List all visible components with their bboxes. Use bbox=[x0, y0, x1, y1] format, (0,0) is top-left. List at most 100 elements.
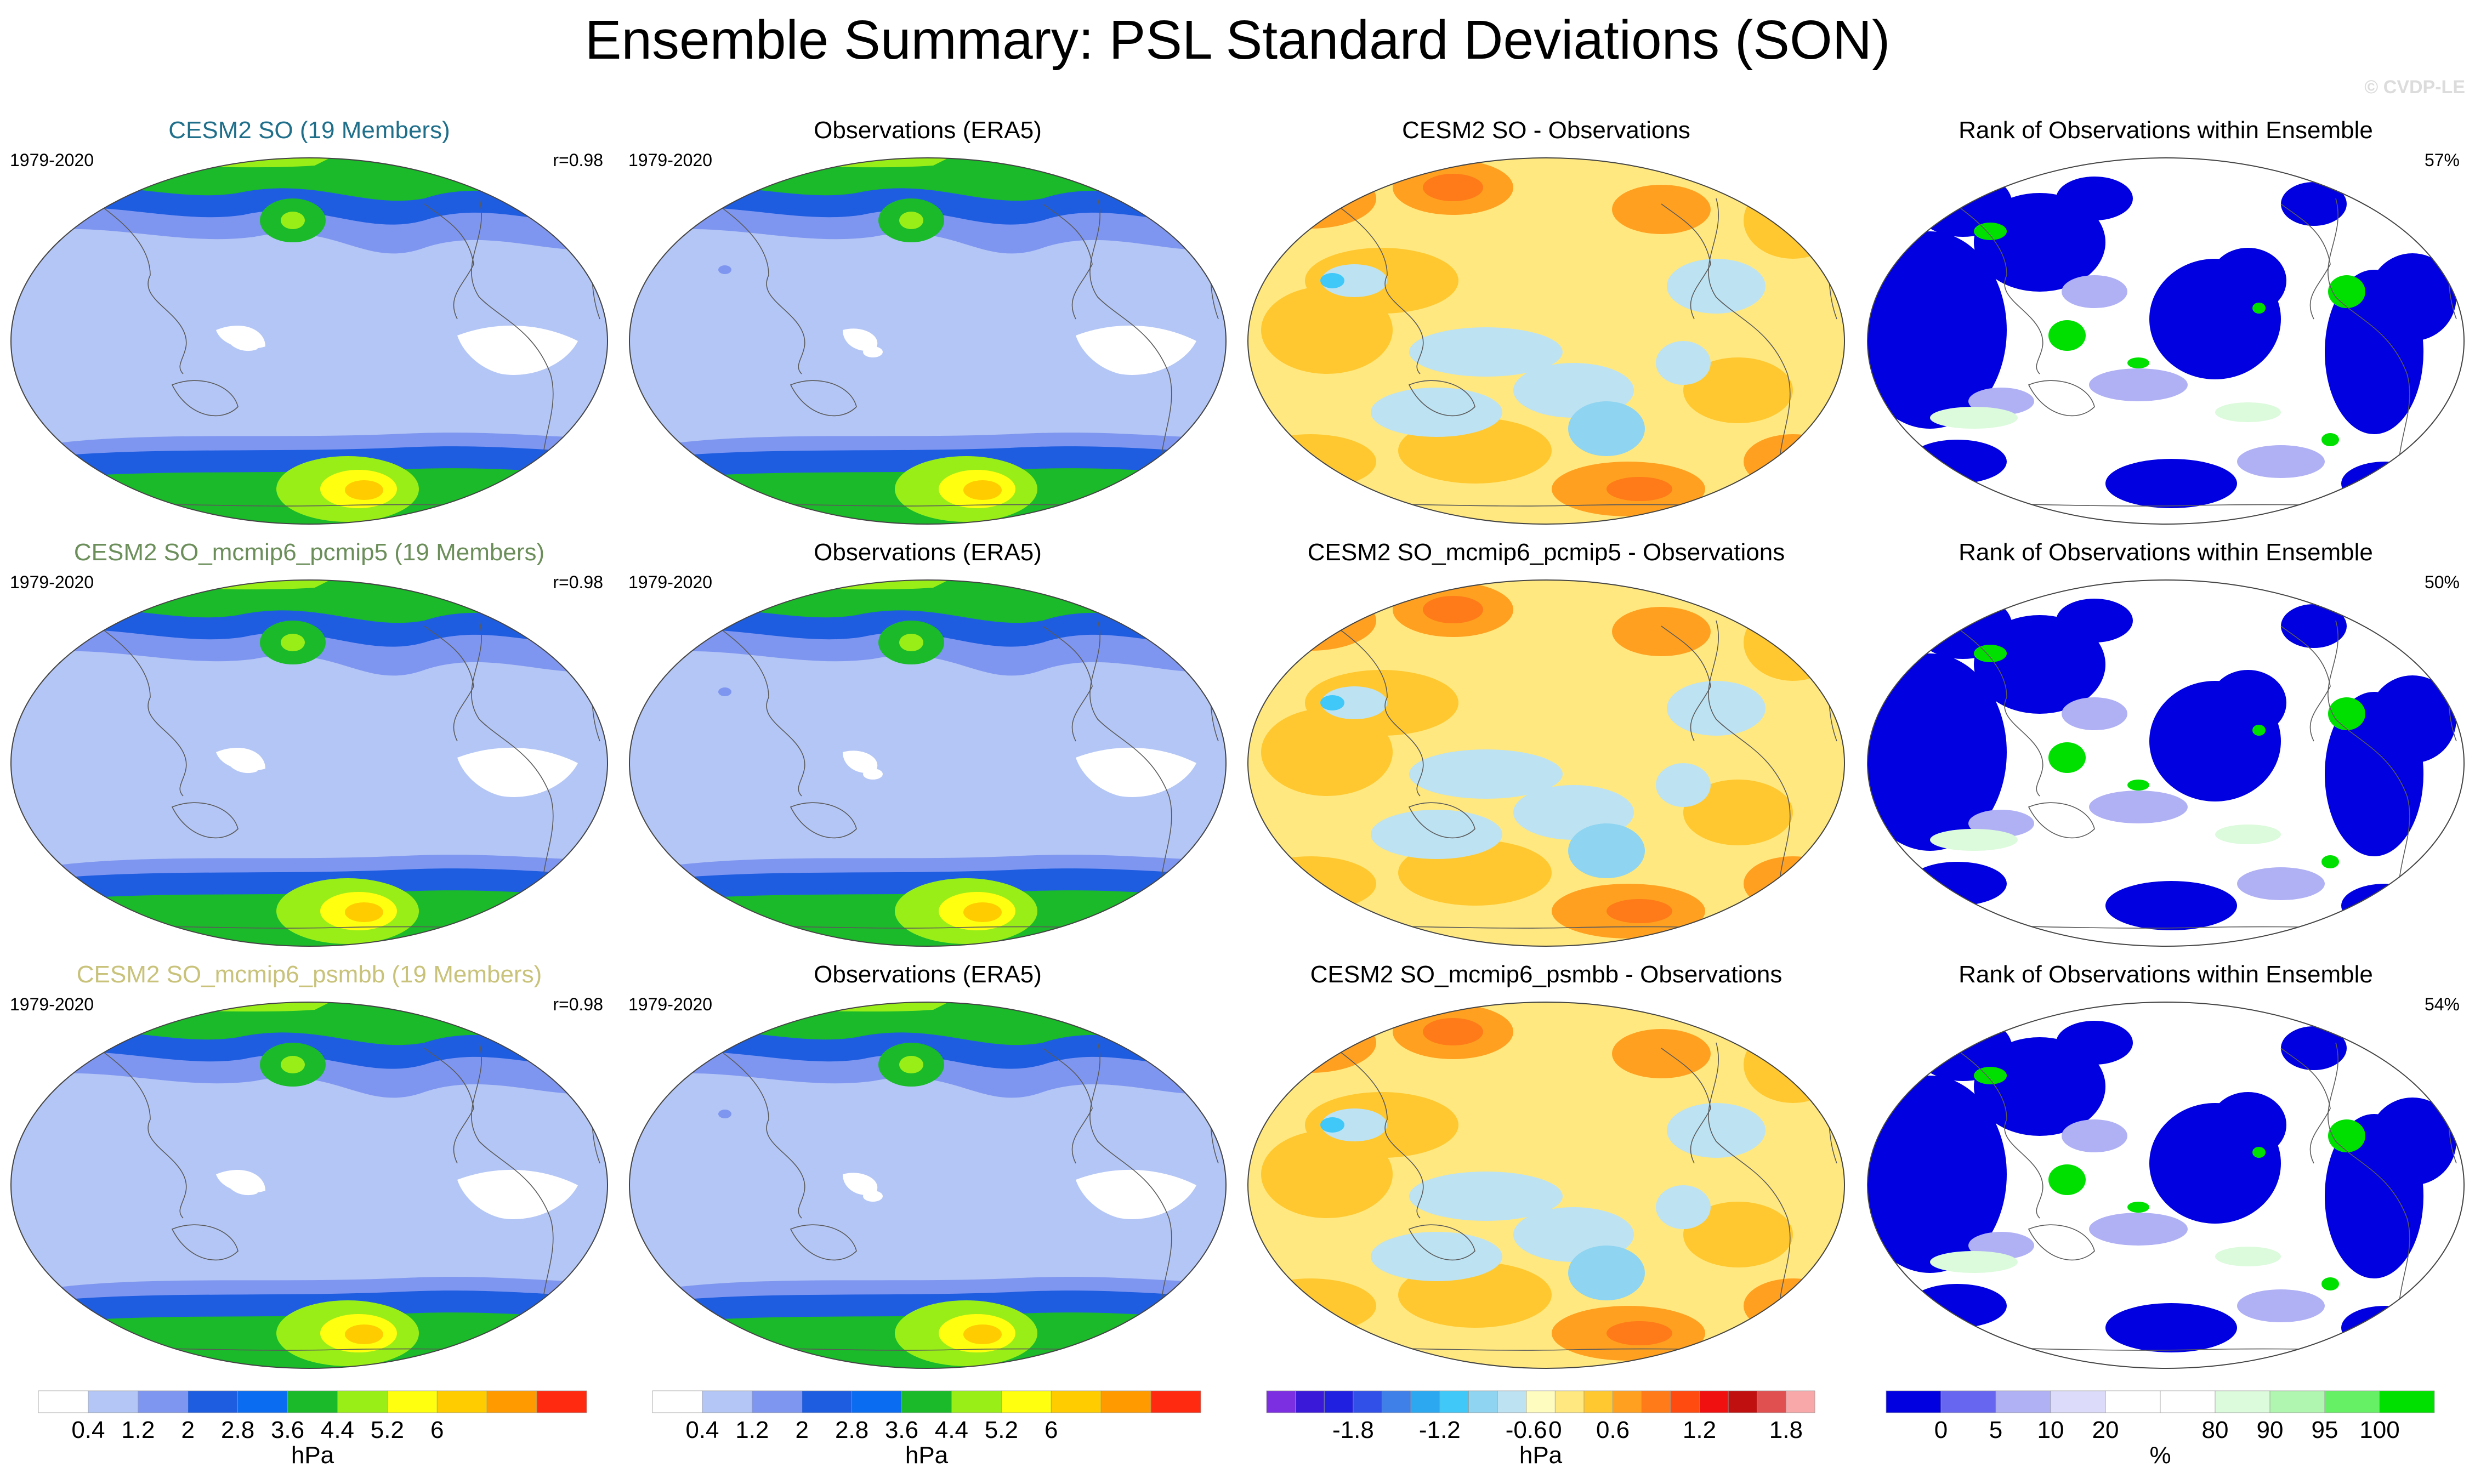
colorbar-tick-label: 20 bbox=[2092, 1417, 2119, 1443]
colorbar-swatch bbox=[1100, 1390, 1151, 1413]
colorbar-swatch bbox=[1051, 1390, 1102, 1413]
colorbar-tick-label: 1.2 bbox=[121, 1417, 155, 1443]
colorbar-unit-label: hPa bbox=[291, 1442, 334, 1466]
colorbar-swatch bbox=[1995, 1390, 2051, 1413]
colorbar-swatch bbox=[1324, 1390, 1354, 1413]
panel-title: Observations (ERA5) bbox=[814, 961, 1042, 988]
map-svg bbox=[629, 579, 1227, 947]
colorbar-tick-label: 6 bbox=[430, 1417, 444, 1443]
panel-period: 1979-2020 bbox=[10, 994, 94, 1014]
colorbar-tick-label: 0.6 bbox=[1596, 1417, 1630, 1443]
colorbar-swatch bbox=[436, 1390, 487, 1413]
colorbar-stddev-obs: 0.4 1.2 2 2.8 3.6 4.4 5.2 6 hPa bbox=[647, 1384, 1206, 1469]
colorbar-tick-label: 100 bbox=[2359, 1417, 2399, 1443]
colorbar-tick-label: 3.6 bbox=[271, 1417, 304, 1443]
colorbar-swatch bbox=[1940, 1390, 1996, 1413]
map-plot bbox=[626, 155, 1229, 530]
colorbar-swatch bbox=[486, 1390, 537, 1413]
colorbar-tick-label: 1.2 bbox=[735, 1417, 769, 1443]
colorbar-swatch bbox=[38, 1390, 89, 1413]
map-plot bbox=[626, 577, 1229, 952]
colorbar-svg: 0.4 1.2 2 2.8 3.6 4.4 5.2 6 hPa bbox=[38, 1390, 587, 1469]
colorbar-tick-label: 4.4 bbox=[321, 1417, 354, 1443]
rank-percent: 57% bbox=[2424, 150, 2460, 170]
colorbar-tick-label: 80 bbox=[2202, 1417, 2229, 1443]
colorbar-swatch bbox=[2215, 1390, 2270, 1413]
panel-title: CESM2 SO_mcmip6_pcmip5 - Observations bbox=[1307, 539, 1785, 566]
map-svg bbox=[1247, 157, 1845, 525]
panel-title: Rank of Observations within Ensemble bbox=[1959, 961, 2373, 988]
watermark: © CVDP-LE bbox=[2364, 77, 2465, 98]
colorbar-svg: 0 5 10 20 80 90 95 100% bbox=[1886, 1390, 2435, 1469]
panel-period: 1979-2020 bbox=[628, 150, 713, 170]
colorbar-swatch bbox=[1757, 1390, 1786, 1413]
map-plot bbox=[1864, 577, 2467, 952]
colorbar-swatch bbox=[1699, 1390, 1729, 1413]
map-svg bbox=[10, 579, 608, 947]
colorbar-rank: 0 5 10 20 80 90 95 100% bbox=[1881, 1384, 2440, 1469]
panel-period: 1979-2020 bbox=[10, 150, 94, 170]
colorbar-swatch bbox=[752, 1390, 803, 1413]
rank-percent: 54% bbox=[2424, 994, 2460, 1014]
map-plot bbox=[1245, 577, 1848, 952]
colorbar-swatch bbox=[1886, 1390, 1942, 1413]
colorbar-tick-label: 1.2 bbox=[1683, 1417, 1716, 1443]
panel-title: Observations (ERA5) bbox=[814, 539, 1042, 566]
colorbar-stddev-left: 0.4 1.2 2 2.8 3.6 4.4 5.2 6 hPa bbox=[33, 1384, 592, 1469]
model-panel-row-3: CESM2 SO_mcmip6_psmbb (19 Members) 1979-2… bbox=[0, 959, 618, 1381]
panel-period: 1979-2020 bbox=[628, 572, 713, 592]
model-panel-row-2: CESM2 SO_mcmip6_pcmip5 (19 Members) 1979-… bbox=[0, 537, 618, 959]
colorbar-swatch bbox=[188, 1390, 239, 1413]
rank-panel-row-1: Rank of Observations within Ensemble 57% bbox=[1857, 115, 2475, 537]
difference-panel-row-2: CESM2 SO_mcmip6_pcmip5 - Observations bbox=[1237, 537, 1855, 959]
pattern-correlation: r=0.98 bbox=[553, 150, 603, 170]
colorbar-swatch bbox=[652, 1390, 703, 1413]
colorbar-tick-label: -0.6 bbox=[1506, 1417, 1547, 1443]
colorbar-swatch bbox=[1613, 1390, 1642, 1413]
colorbar-svg: 0.4 1.2 2 2.8 3.6 4.4 5.2 6 hPa bbox=[652, 1390, 1201, 1469]
colorbar-swatch bbox=[1583, 1390, 1613, 1413]
colorbar-swatch bbox=[1497, 1390, 1527, 1413]
colorbar-swatch bbox=[1670, 1390, 1700, 1413]
observations-panel-row-1: Observations (ERA5) 1979-2020 bbox=[618, 115, 1237, 537]
colorbar-swatch bbox=[1641, 1390, 1671, 1413]
map-svg bbox=[10, 157, 608, 525]
map-plot bbox=[1864, 999, 2467, 1374]
colorbar-unit-label: hPa bbox=[905, 1442, 949, 1466]
colorbar-swatch bbox=[2160, 1390, 2216, 1413]
colorbar-tick-label: 3.6 bbox=[885, 1417, 918, 1443]
map-svg bbox=[10, 1002, 608, 1369]
colorbar-tick-label: 5.2 bbox=[371, 1417, 404, 1443]
colorbar-tick-label: 2.8 bbox=[221, 1417, 254, 1443]
map-svg bbox=[1247, 1002, 1845, 1369]
panel-title: Rank of Observations within Ensemble bbox=[1959, 539, 2373, 566]
colorbar-tick-label: 0.4 bbox=[685, 1417, 719, 1443]
colorbar-swatch bbox=[951, 1390, 1002, 1413]
colorbar-swatch bbox=[1439, 1390, 1469, 1413]
colorbar-swatch bbox=[2105, 1390, 2161, 1413]
colorbar-swatch bbox=[1526, 1390, 1556, 1413]
colorbar-swatch bbox=[1295, 1390, 1325, 1413]
colorbar-swatch bbox=[88, 1390, 139, 1413]
colorbar-swatch bbox=[387, 1390, 438, 1413]
colorbar-swatch bbox=[852, 1390, 902, 1413]
colorbar-tick-label: 1.8 bbox=[1769, 1417, 1803, 1443]
colorbar-swatch bbox=[536, 1390, 587, 1413]
panel-title: CESM2 SO_mcmip6_pcmip5 (19 Members) bbox=[73, 539, 545, 566]
colorbar-swatch bbox=[337, 1390, 388, 1413]
colorbar-swatch bbox=[1353, 1390, 1382, 1413]
colorbar-swatch bbox=[2379, 1390, 2435, 1413]
colorbar-swatch bbox=[1554, 1390, 1585, 1413]
panel-title: CESM2 SO_mcmip6_psmbb (19 Members) bbox=[76, 961, 542, 988]
colorbar-swatch bbox=[1150, 1390, 1201, 1413]
colorbar-swatch bbox=[1266, 1390, 1296, 1413]
colorbar-tick-label: 0 bbox=[1548, 1417, 1562, 1443]
panel-period: 1979-2020 bbox=[628, 994, 713, 1014]
colorbar-tick-label: 2 bbox=[795, 1417, 808, 1443]
colorbar-swatch bbox=[901, 1390, 952, 1413]
panel-title: Rank of Observations within Ensemble bbox=[1959, 117, 2373, 144]
colorbar-tick-label: 5 bbox=[1989, 1417, 2002, 1443]
map-plot bbox=[8, 999, 611, 1374]
colorbar-swatch bbox=[1728, 1390, 1758, 1413]
colorbar-tick-label: 2 bbox=[181, 1417, 194, 1443]
